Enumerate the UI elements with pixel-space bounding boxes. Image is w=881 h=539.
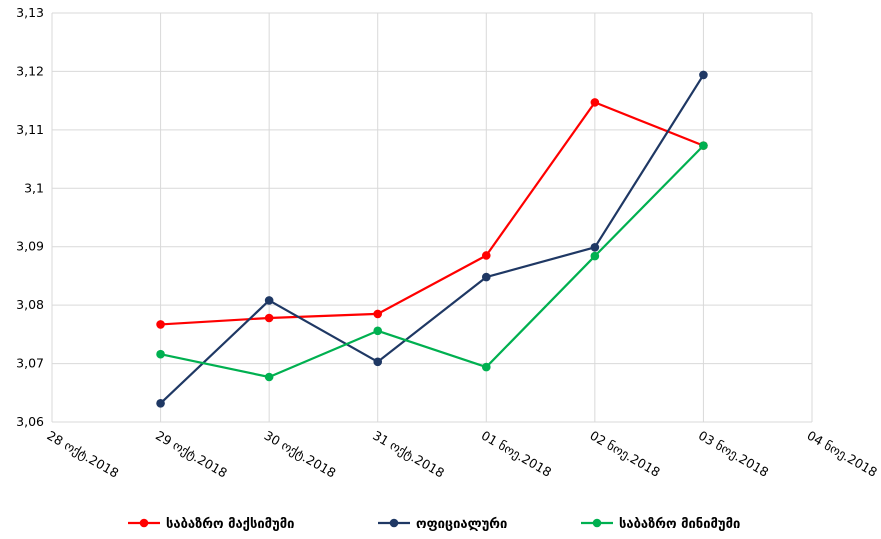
data-point: [481, 362, 491, 372]
y-tick-label: 3,12: [16, 63, 44, 78]
y-tick-label: 3,13: [16, 5, 44, 20]
y-tick-label: 3,11: [16, 122, 44, 137]
data-point: [264, 296, 274, 305]
legend-item: საბაზრო მაქსიმუმი: [128, 517, 294, 532]
series-3: [156, 141, 708, 382]
data-point: [373, 357, 383, 367]
x-tick-label: 02 ნოე.2018: [587, 428, 662, 480]
y-tick-label: 3,06: [16, 414, 44, 429]
data-point: [156, 320, 165, 329]
x-axis-ticks: 28 ოქტ.2018 29 ოქტ.2018 30 ოქტ.2018 31 ოქტ.…: [45, 428, 880, 481]
y-tick-label: 3,1: [24, 180, 44, 195]
legend-item: ოფიციალური: [378, 517, 507, 532]
series-line: [160, 101, 704, 326]
data-point: [156, 349, 165, 359]
y-tick-label: 3,09: [16, 239, 44, 254]
legend-label: საბაზრო მაქსიმუმი: [166, 517, 294, 532]
x-tick-label: 01 ნოე.2018: [479, 428, 554, 480]
legend: საბაზრო მაქსიმუმი ოფიციალური საბაზრო მინიმ…: [128, 517, 740, 532]
series-line: [159, 74, 705, 405]
legend-marker: [592, 518, 602, 528]
series-group: [156, 70, 708, 408]
x-tick-label: 31 ოქტ.2018: [370, 428, 447, 481]
legend-label: ოფიციალური: [416, 517, 507, 532]
x-tick-label: 30 ოქტ.2018: [262, 428, 339, 481]
y-axis-ticks: 3,13 3,12 3,11 3,1 3,09 3,08 3,07 3,06: [16, 5, 44, 429]
y-tick-label: 3,07: [16, 356, 44, 371]
data-point: [373, 309, 383, 319]
series-line: [160, 144, 705, 379]
data-point: [481, 272, 491, 282]
series-2: [156, 70, 708, 408]
data-point: [590, 98, 600, 107]
x-tick-label: 04 ნოე.2018: [805, 428, 880, 480]
legend-label: საბაზრო მინიმუმი: [619, 517, 740, 532]
data-point: [156, 399, 165, 408]
y-tick-label: 3,08: [16, 297, 44, 312]
x-tick-label: 28 ოქტ.2018: [45, 428, 122, 481]
data-point: [481, 251, 491, 260]
data-point: [264, 313, 274, 323]
legend-marker: [389, 518, 399, 528]
x-tick-label: 29 ოქტ.2018: [153, 428, 230, 481]
series-1: [156, 98, 708, 329]
data-point: [590, 242, 600, 252]
x-tick-label: 03 ნოე.2018: [696, 428, 771, 480]
data-point: [699, 141, 708, 150]
data-point: [264, 372, 274, 382]
legend-item: საბაზრო მინიმუმი: [581, 517, 740, 532]
data-point: [590, 251, 600, 261]
data-point: [373, 326, 383, 336]
legend-marker: [139, 518, 149, 528]
grid-lines: [51, 12, 813, 423]
data-point: [699, 70, 708, 80]
